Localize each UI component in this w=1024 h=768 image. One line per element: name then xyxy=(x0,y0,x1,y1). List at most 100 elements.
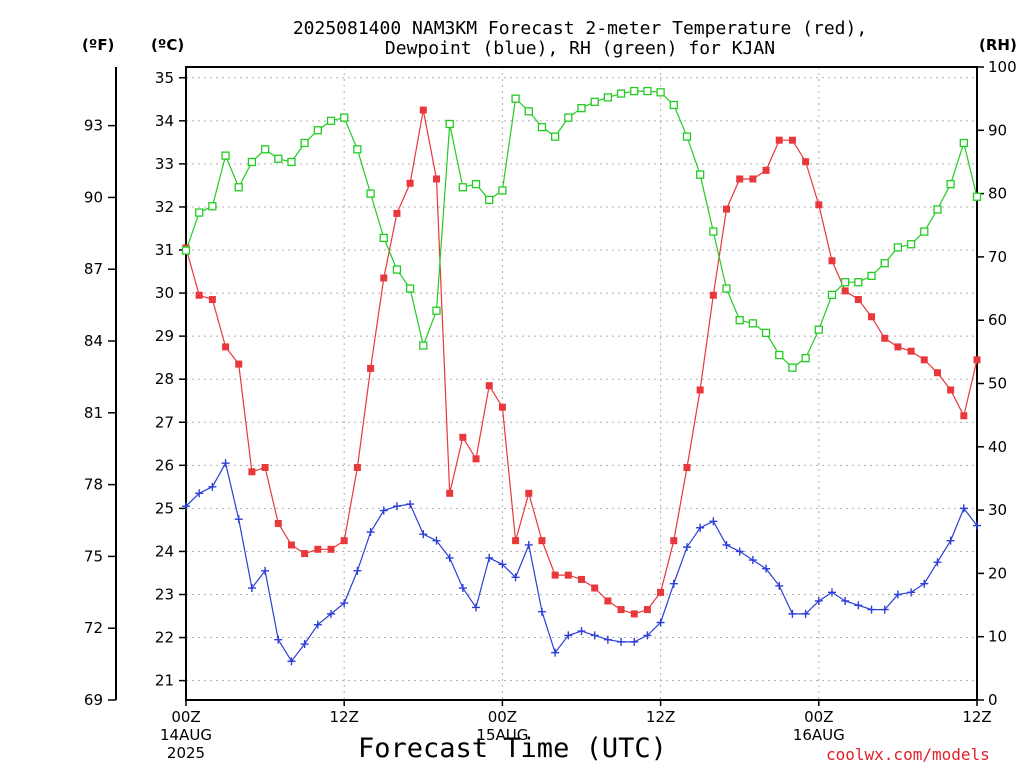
celsius-tick-label: 31 xyxy=(155,241,174,259)
dewpoint-point xyxy=(893,590,902,599)
dewpoint-point xyxy=(854,601,863,610)
temperature-point xyxy=(578,575,585,583)
rh-point xyxy=(854,278,863,287)
temperature-point xyxy=(274,519,282,527)
dewpoint-point xyxy=(682,543,691,552)
rh-line xyxy=(185,90,978,369)
rh-point xyxy=(630,86,639,96)
x-tick-date: 16AUG xyxy=(793,726,845,744)
fahrenheit-axis-label: (ºF) xyxy=(82,36,115,54)
rh-point xyxy=(445,119,454,129)
rh-point xyxy=(326,116,336,125)
dewpoint-point xyxy=(524,540,533,549)
rh-tick-label: 10 xyxy=(988,628,1007,646)
rh-point xyxy=(841,278,850,287)
temperature-point xyxy=(775,136,783,144)
dewpoint-point xyxy=(564,631,573,640)
rh-tick-label: 40 xyxy=(988,438,1007,456)
x-tick-year: 2025 xyxy=(167,744,205,762)
celsius-tick-label: 25 xyxy=(155,499,174,517)
x-tick-label: 12Z xyxy=(646,708,675,726)
rh-point xyxy=(946,179,955,189)
dewpoint-point xyxy=(801,609,810,618)
rh-point xyxy=(709,227,718,236)
dewpoint-point xyxy=(498,560,507,569)
dewpoint-point xyxy=(748,556,757,565)
temperature-point xyxy=(235,360,243,368)
rh-series xyxy=(181,86,982,372)
temperature-point xyxy=(973,356,981,364)
dewpoint-point xyxy=(841,596,850,605)
dewpoint-point xyxy=(208,482,217,491)
dewpoint-point xyxy=(709,517,718,526)
rh-point xyxy=(761,328,771,338)
fahrenheit-tick-label: 90 xyxy=(84,188,103,206)
dewpoint-point xyxy=(300,640,309,649)
rh-point xyxy=(471,179,481,189)
celsius-tick-label: 27 xyxy=(155,413,174,431)
rh-point xyxy=(300,138,309,148)
dewpoint-point xyxy=(551,648,560,657)
dewpoint-point xyxy=(669,579,678,588)
dewpoint-point xyxy=(630,637,639,646)
temperature-point xyxy=(261,463,269,471)
rh-point xyxy=(353,145,362,154)
rh-tick-label: 80 xyxy=(988,185,1007,203)
dewpoint-point xyxy=(327,609,336,618)
credit-text: coolwx.com/models xyxy=(826,745,990,764)
rh-point xyxy=(893,243,903,252)
temperature-point xyxy=(815,201,823,209)
temperature-point xyxy=(459,433,467,441)
fahrenheit-tick-label: 72 xyxy=(84,619,103,637)
rh-point xyxy=(287,157,296,167)
temperature-point xyxy=(208,296,216,304)
dewpoint-series xyxy=(182,459,981,666)
dewpoint-point xyxy=(419,530,428,539)
rh-point xyxy=(880,259,889,268)
dewpoint-point xyxy=(432,536,441,545)
rh-tick-label: 20 xyxy=(988,564,1007,582)
dewpoint-point xyxy=(946,536,955,545)
dewpoint-point xyxy=(182,502,190,511)
temperature-point xyxy=(933,369,941,377)
rh-point xyxy=(432,306,441,315)
dewpoint-point xyxy=(511,573,520,582)
rh-point xyxy=(616,89,626,98)
temperature-line xyxy=(185,109,978,615)
rh-tick-label: 70 xyxy=(988,248,1007,266)
temperature-point xyxy=(393,209,401,217)
celsius-tick-label: 23 xyxy=(155,586,174,604)
temperature-point xyxy=(683,463,691,471)
temperature-point xyxy=(327,545,335,553)
rh-point xyxy=(696,170,705,179)
dewpoint-point xyxy=(762,564,771,573)
dewpoint-point xyxy=(735,547,744,556)
dewpoint-point xyxy=(353,566,362,575)
dewpoint-point xyxy=(458,584,467,593)
temperature-point xyxy=(736,175,744,183)
fahrenheit-tick-label: 75 xyxy=(84,547,103,565)
rh-point xyxy=(511,94,520,103)
x-tick-label: 12Z xyxy=(962,708,991,726)
temperature-point xyxy=(195,291,203,299)
temperature-point xyxy=(643,606,651,614)
temperature-point xyxy=(828,257,836,265)
celsius-tick-label: 30 xyxy=(155,284,174,302)
rh-point xyxy=(405,284,415,293)
rh-tick-label: 0 xyxy=(988,691,998,709)
rh-point xyxy=(181,246,191,255)
dewpoint-point xyxy=(827,588,836,597)
rh-tick-label: 50 xyxy=(988,375,1007,393)
temperature-point xyxy=(472,455,480,463)
dewpoint-point xyxy=(379,506,388,515)
rh-point xyxy=(735,316,744,325)
celsius-tick-label: 35 xyxy=(155,69,174,87)
rh-point xyxy=(669,100,678,110)
celsius-tick-label: 21 xyxy=(155,672,174,690)
celsius-tick-label: 22 xyxy=(155,629,174,647)
temperature-point xyxy=(353,463,361,471)
rh-point xyxy=(524,107,533,116)
temperature-point xyxy=(960,412,968,420)
rh-point xyxy=(920,227,929,236)
rh-point xyxy=(485,195,494,205)
